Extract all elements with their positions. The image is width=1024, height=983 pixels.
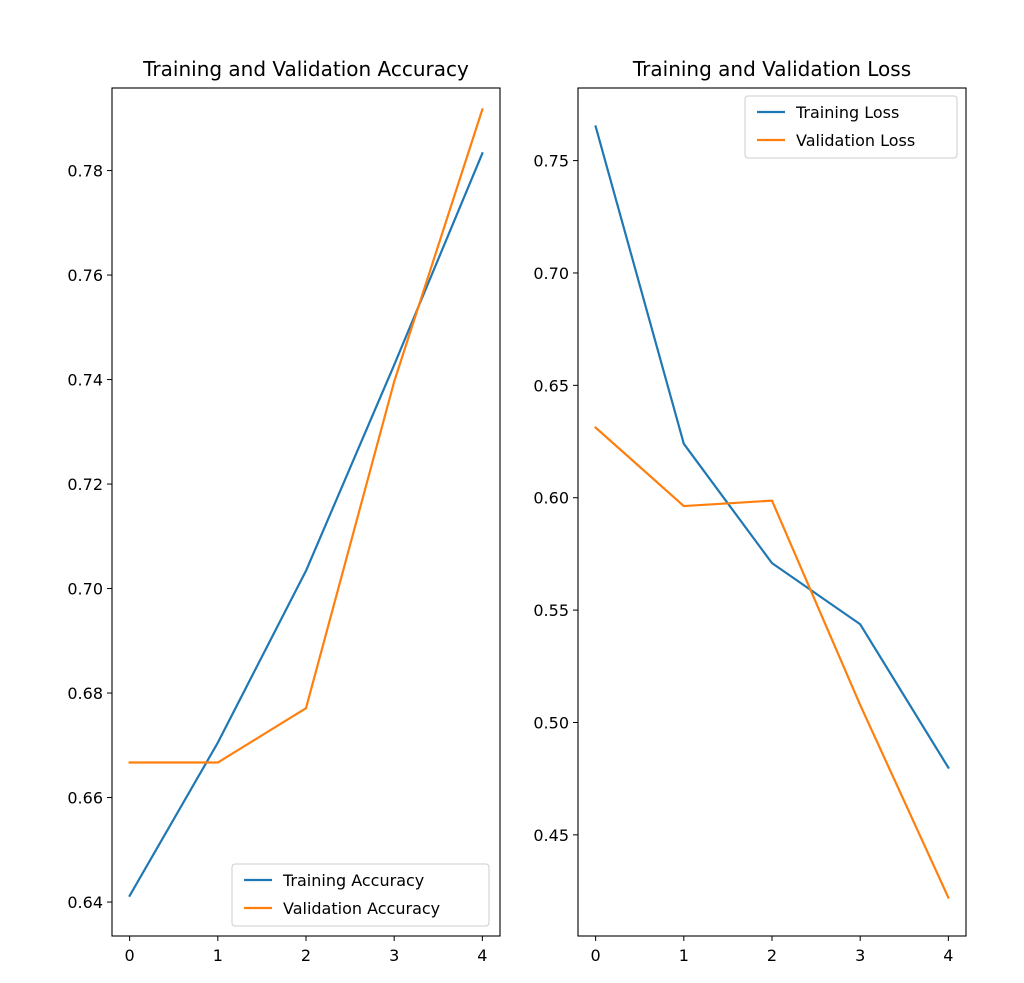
accuracy-chart-title: Training and Validation Accuracy (142, 57, 469, 81)
y-tick-label: 0.64 (67, 893, 103, 912)
x-tick-label: 1 (679, 946, 689, 965)
legend-label: Validation Accuracy (283, 899, 440, 918)
y-tick-label: 0.70 (533, 264, 569, 283)
x-tick-label: 3 (389, 946, 399, 965)
x-tick-label: 4 (477, 946, 487, 965)
legend-label: Training Loss (795, 103, 899, 122)
accuracy-axes-frame (111, 87, 501, 937)
y-tick-label: 0.76 (67, 266, 103, 285)
loss-chart: Training and Validation Loss 0 1 2 3 4 0.45 0.5… (533, 57, 967, 965)
y-tick-label: 0.70 (67, 580, 103, 599)
x-tick-label: 2 (301, 946, 311, 965)
series-line-validation-accuracy (128, 108, 484, 764)
loss-chart-title: Training and Validation Loss (632, 57, 911, 81)
y-tick-label: 0.68 (67, 684, 103, 703)
x-tick-label: 3 (855, 946, 865, 965)
x-tick-label: 0 (591, 946, 601, 965)
y-tick-label: 0.65 (533, 376, 569, 395)
legend-box (744, 95, 958, 159)
y-tick-label: 0.74 (67, 371, 103, 390)
accuracy-legend: Training Accuracy Validation Accuracy (231, 863, 490, 927)
y-tick-label: 0.72 (67, 475, 103, 494)
y-tick-label: 0.45 (533, 826, 569, 845)
legend-box (231, 863, 490, 927)
y-tick-label: 0.66 (67, 789, 103, 808)
loss-axes-frame (577, 87, 967, 937)
x-tick-label: 4 (943, 946, 953, 965)
loss-legend: Training Loss Validation Loss (744, 95, 958, 159)
x-tick-label: 1 (213, 946, 223, 965)
y-tick-label: 0.78 (67, 162, 103, 181)
y-tick-label: 0.60 (533, 489, 569, 508)
y-tick-label: 0.50 (533, 713, 569, 732)
x-tick-label: 2 (767, 946, 777, 965)
accuracy-chart: Training and Validation Accuracy 0 1 2 3 4 0.6… (67, 57, 501, 965)
y-tick-label: 0.55 (533, 601, 569, 620)
y-tick-label: 0.75 (533, 152, 569, 171)
legend-label: Training Accuracy (282, 871, 424, 890)
legend-label: Validation Loss (796, 131, 915, 150)
x-tick-label: 0 (125, 946, 135, 965)
series-line-training-loss (594, 125, 950, 770)
series-line-validation-loss (594, 426, 950, 900)
